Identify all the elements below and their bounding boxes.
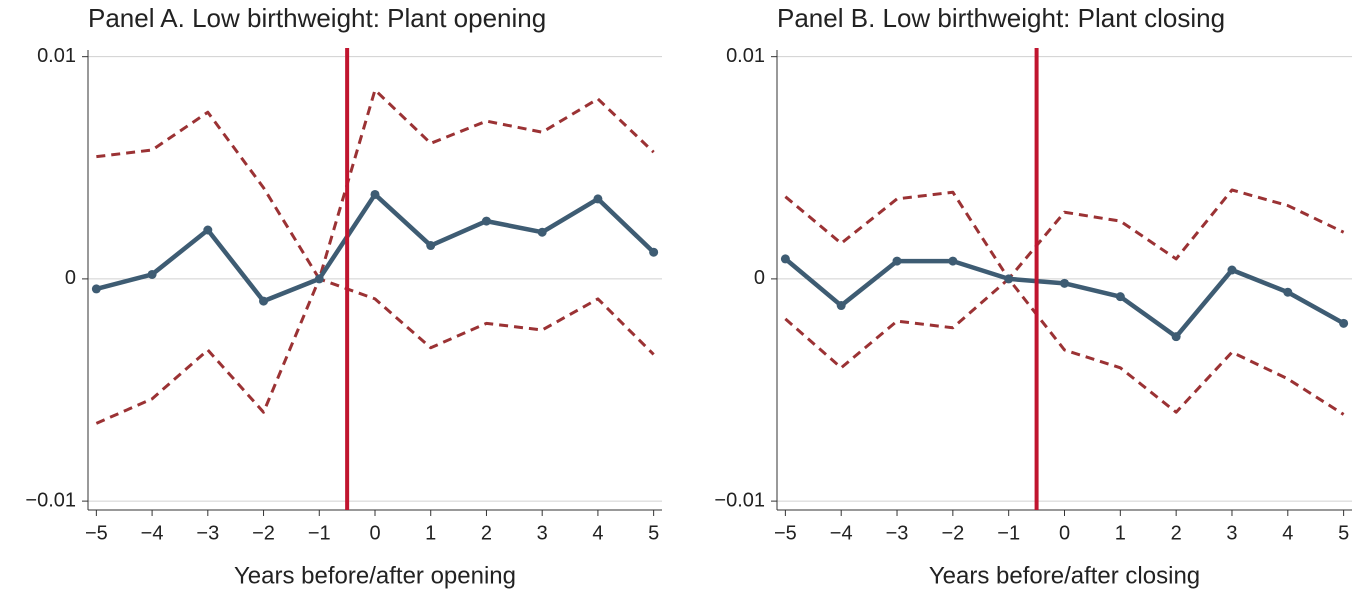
y-tick-label: −0.01 <box>25 489 76 511</box>
x-tick-label: 5 <box>648 522 659 544</box>
point <box>203 225 213 235</box>
point <box>370 189 380 199</box>
x-tick-label: 1 <box>1115 522 1126 544</box>
x-axis-label: Years before/after opening <box>234 562 516 589</box>
x-tick-label: 3 <box>1226 522 1237 544</box>
point <box>481 216 491 226</box>
x-tick-label: 3 <box>537 522 548 544</box>
x-tick-label: −1 <box>997 522 1020 544</box>
x-tick-label: −3 <box>196 522 219 544</box>
confidence-bound <box>95 277 655 425</box>
point <box>1060 278 1069 288</box>
x-axis-label: Years before/after closing <box>929 562 1200 589</box>
confidence-bound <box>96 88 655 281</box>
x-tick-label: 5 <box>1338 522 1349 544</box>
y-tick-label: 0.01 <box>726 45 765 67</box>
point <box>1115 292 1125 302</box>
x-tick-label: 2 <box>1171 522 1182 544</box>
point <box>147 269 157 279</box>
x-tick-label: 0 <box>369 522 380 544</box>
x-tick-label: 0 <box>1059 522 1070 544</box>
point <box>836 301 846 311</box>
x-tick-label: −2 <box>941 522 964 544</box>
chart-title: Panel B. Low birthweight: Plant closing <box>777 3 1225 33</box>
y-tick-label: 0 <box>65 267 76 289</box>
point <box>780 254 790 264</box>
x-tick-label: 4 <box>592 522 603 544</box>
y-tick-label: 0.01 <box>37 45 76 67</box>
x-tick-label: −5 <box>85 522 108 544</box>
point <box>1339 318 1349 328</box>
x-tick-label: 2 <box>481 522 492 544</box>
point <box>1283 287 1293 297</box>
point <box>1227 265 1237 275</box>
y-tick-label: −0.01 <box>714 489 765 511</box>
point <box>426 241 436 251</box>
point <box>1004 274 1014 284</box>
estimate-line <box>95 192 656 304</box>
confidence-bound <box>784 277 1345 416</box>
chart-title: Panel A. Low birthweight: Plant opening <box>88 3 546 33</box>
x-tick-label: −1 <box>308 522 331 544</box>
x-tick-label: 1 <box>425 522 436 544</box>
point <box>892 256 902 266</box>
point <box>91 284 101 294</box>
point <box>1171 332 1181 342</box>
x-tick-label: −5 <box>774 522 797 544</box>
point <box>593 194 603 204</box>
x-tick-label: 4 <box>1282 522 1293 544</box>
x-tick-label: −3 <box>886 522 909 544</box>
point <box>259 296 269 306</box>
point <box>314 274 324 284</box>
point <box>649 247 659 257</box>
point <box>948 256 958 266</box>
estimate-line <box>783 257 1345 339</box>
confidence-bound <box>784 188 1345 281</box>
x-tick-label: −4 <box>830 522 853 544</box>
point <box>537 227 547 237</box>
y-tick-label: 0 <box>754 267 765 289</box>
x-tick-label: −4 <box>141 522 164 544</box>
x-tick-label: −2 <box>252 522 275 544</box>
